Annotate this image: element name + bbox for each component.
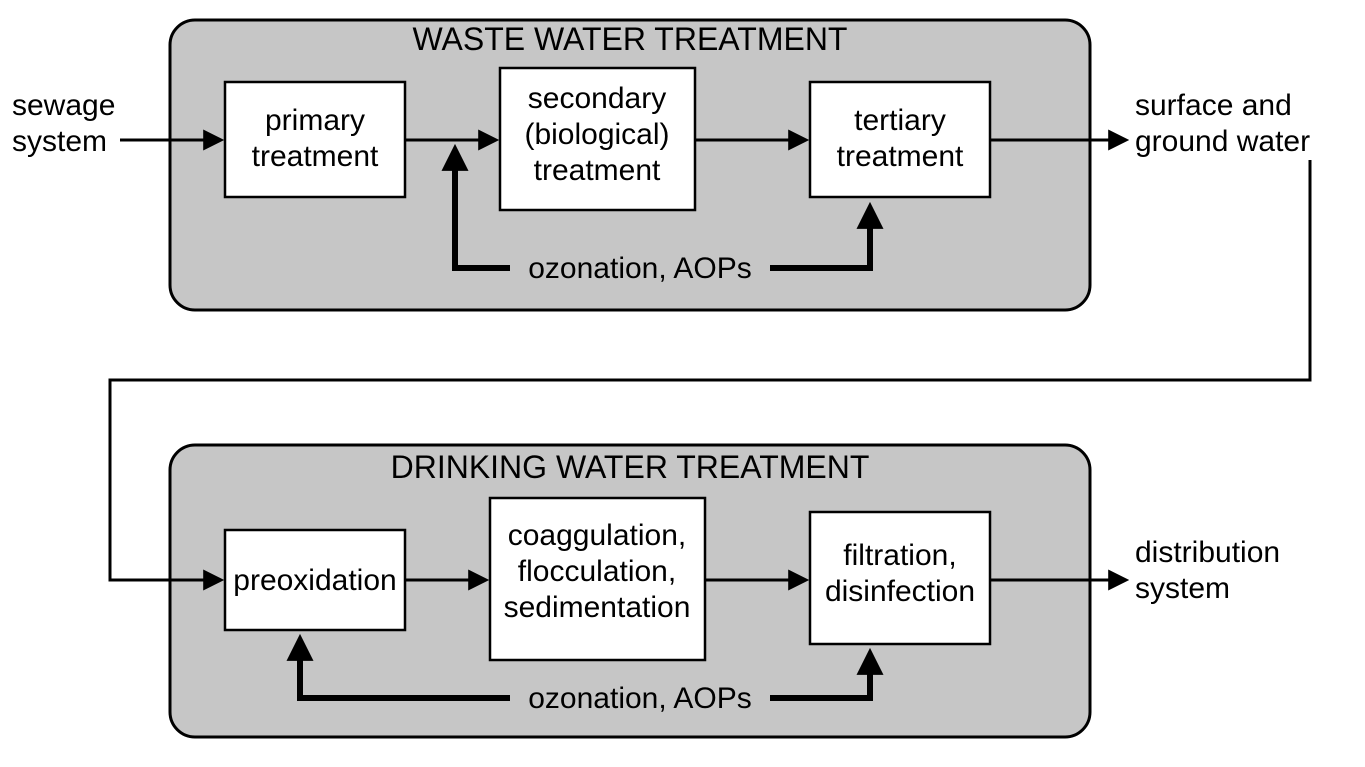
box-preox-l1: preoxidation xyxy=(233,564,396,597)
label-surface-l2: ground water xyxy=(1135,125,1310,158)
water-treatment-diagram: WASTE WATER TREATMENT DRINKING WATER TRE… xyxy=(0,0,1365,767)
box-filt-l2: disinfection xyxy=(825,575,975,608)
box-filt-l1: filtration, xyxy=(843,539,956,572)
waste-panel-title: WASTE WATER TREATMENT xyxy=(413,21,848,57)
label-sewage-l2: system xyxy=(12,125,107,158)
label-dist-l2: system xyxy=(1135,572,1230,605)
label-surface-l1: surface and xyxy=(1135,89,1292,122)
box-tertiary-l2: treatment xyxy=(837,140,964,173)
ozonation-waste-label: ozonation, AOPs xyxy=(528,252,751,285)
drink-panel-title: DRINKING WATER TREATMENT xyxy=(391,449,870,485)
box-secondary-l3: treatment xyxy=(534,154,661,187)
label-dist-l1: distribution xyxy=(1135,536,1280,569)
box-secondary-l1: secondary xyxy=(528,82,666,115)
box-coag-l3: sedimentation xyxy=(504,591,691,624)
label-sewage-l1: sewage xyxy=(12,89,115,122)
box-primary-l1: primary xyxy=(265,104,365,137)
box-secondary-l2: (biological) xyxy=(524,118,669,151)
box-primary-l2: treatment xyxy=(252,140,379,173)
box-coag-l2: flocculation, xyxy=(518,555,676,588)
box-coag-l1: coaggulation, xyxy=(508,519,686,552)
ozonation-drink-label: ozonation, AOPs xyxy=(528,682,751,715)
box-tertiary-l1: tertiary xyxy=(854,104,946,137)
